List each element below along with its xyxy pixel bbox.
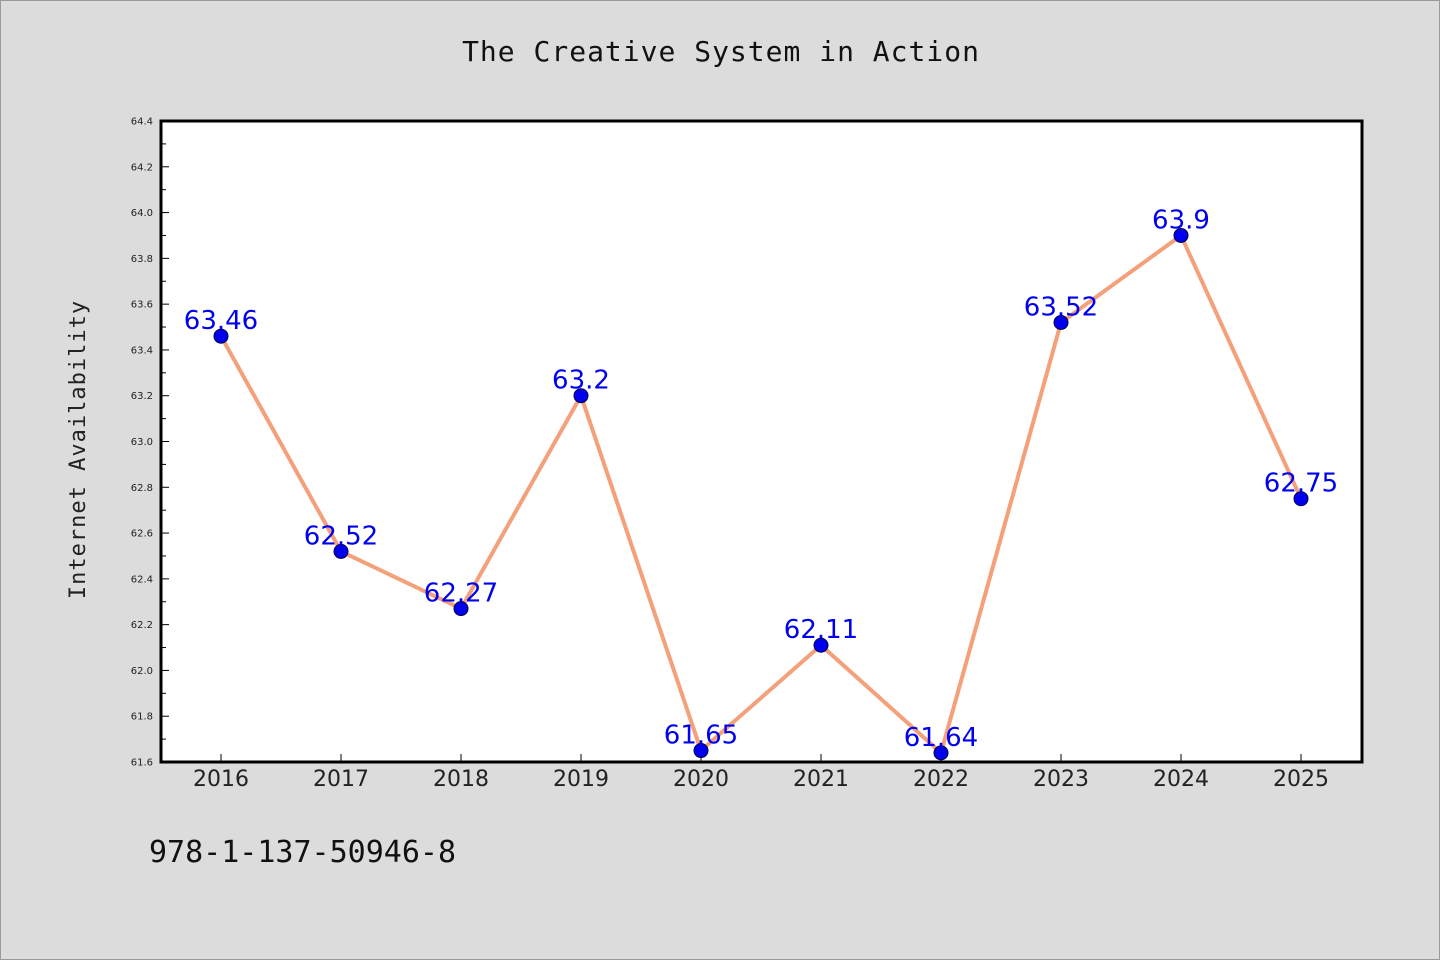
data-point [1053,314,1069,330]
y-tick-label: 62.4 [131,574,153,585]
data-label: 63.46 [184,306,258,336]
y-tick-label: 62.6 [131,529,153,540]
data-point [1293,491,1309,507]
data-label: 61.64 [904,723,978,753]
x-tick-label: 2017 [313,767,369,792]
y-tick-label: 62.0 [131,666,153,677]
y-tick-label: 62.8 [131,483,153,494]
data-point [333,543,349,559]
x-tick-label: 2016 [193,767,249,792]
x-tick-label: 2024 [1153,767,1209,792]
chart-title: The Creative System in Action [462,35,980,68]
data-label: 62.27 [424,579,498,609]
x-tick-label: 2019 [553,767,609,792]
data-label: 61.65 [664,721,738,751]
data-point [693,743,709,759]
x-tick-label: 2022 [913,767,969,792]
data-label: 62.75 [1264,469,1338,499]
data-point [453,601,469,617]
y-tick-label: 64.0 [131,208,153,219]
x-tick-label: 2025 [1273,767,1329,792]
x-tick-label: 2018 [433,767,489,792]
data-label: 63.2 [552,366,610,396]
y-axis-label: Internet Availability [66,300,91,599]
data-point [933,745,949,761]
y-tick-label: 63.0 [131,437,153,448]
data-point [1173,227,1189,243]
x-tick-label: 2021 [793,767,849,792]
data-label: 63.9 [1152,205,1210,235]
y-tick-label: 64.2 [131,162,153,173]
series-line [219,233,1303,755]
data-label: 63.52 [1024,292,1098,322]
footer-code: 978-1-137-50946-8 [149,835,457,870]
data-label: 62.52 [304,521,378,551]
data-point [213,328,229,344]
y-tick-label: 61.8 [131,712,153,723]
y-tick-label: 61.6 [131,758,153,769]
y-tick-label: 64.4 [131,117,153,128]
plot-area [161,121,1362,762]
y-tick-label: 62.2 [131,620,153,631]
plot-frame [159,119,1364,764]
y-tick-label: 63.8 [131,254,153,265]
x-tick-label: 2020 [673,767,729,792]
y-tick-label: 63.6 [131,300,153,311]
y-tick-label: 63.2 [131,391,153,402]
y-tick-label: 63.4 [131,345,153,356]
x-tick-label: 2023 [1033,767,1089,792]
data-point [573,388,589,404]
data-label: 62.11 [784,615,858,645]
data-point [813,637,829,653]
